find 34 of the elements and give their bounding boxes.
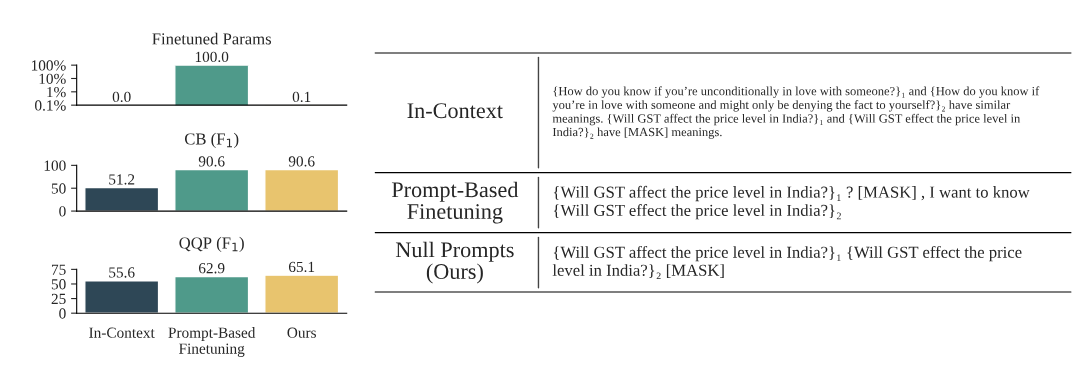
y-tick-label: 0 bbox=[59, 206, 66, 217]
y-tick-label: 0 bbox=[59, 308, 66, 319]
text: 0.0 bbox=[112, 91, 131, 103]
text: {Will GST affect the price level in India?}₁ {Will GST effect the price level in India?}₂ [MASK] bbox=[552, 245, 1022, 280]
bar bbox=[84, 280, 160, 314]
y-tick-label: 100% bbox=[31, 60, 66, 71]
text: {How do you know if you’re unconditionally in love with someone?}₁ and {How do you know if you’re in love with someone and might only be denying the fact to yourself?}₂ have similar meanings. {Will GST affect the price level in India?}₁ and {Will GST effect the price level in India?}₂ have [MASK] meanings. bbox=[552, 86, 1040, 139]
chart-title: CB (F$_{1}$) bbox=[184, 132, 239, 148]
data-label: 51.2 bbox=[109, 174, 135, 185]
y-tick-label: 100 bbox=[44, 160, 66, 171]
data-label: 65.1 bbox=[288, 261, 315, 273]
data-label: 90.6 bbox=[288, 156, 315, 167]
y-tick-label: 1% bbox=[47, 86, 66, 98]
y-tick-label: 10% bbox=[39, 73, 66, 84]
y-tick-label: 50 bbox=[51, 183, 66, 194]
y-tick-label: 75 bbox=[51, 264, 66, 275]
data-label: 62.9 bbox=[198, 263, 225, 274]
x-tick-label: Ours bbox=[287, 327, 316, 338]
data-label: 0.1 bbox=[292, 91, 311, 103]
y-tick-label: 50 bbox=[51, 279, 66, 290]
x-tick-label: In-Context bbox=[89, 327, 155, 338]
data-label: 100.0 bbox=[195, 51, 229, 63]
text: In-Context bbox=[407, 103, 503, 119]
data-label: 90.6 bbox=[198, 156, 225, 167]
bar bbox=[174, 275, 250, 314]
x-tick-label: Prompt-Based Finetuning bbox=[168, 327, 256, 357]
y-tick-label: 0.1% bbox=[35, 100, 66, 111]
data-label: 55.6 bbox=[109, 267, 135, 278]
text: Prompt-Based Finetuning bbox=[391, 181, 519, 224]
y-tick-label: 25 bbox=[51, 293, 66, 305]
text: {Will GST affect the price level in India?}₁ ? [MASK] , I want to know {Will GST effect the price level in India?}₂ bbox=[553, 185, 1030, 220]
chart-title: Finetuned Params bbox=[152, 32, 272, 45]
text: Null Prompts (Ours) bbox=[395, 241, 514, 284]
chart-title: QQP (F$_{1}$) bbox=[179, 236, 244, 252]
